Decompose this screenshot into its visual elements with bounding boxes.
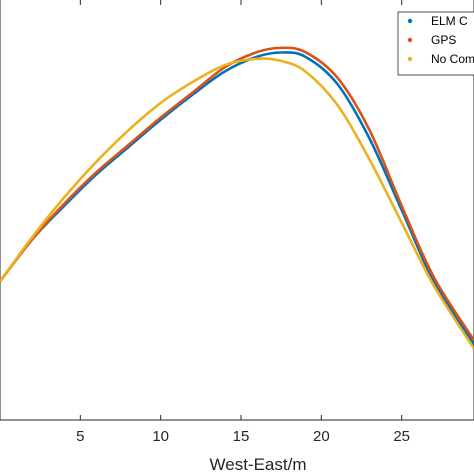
x-tick-label: 25	[393, 428, 410, 445]
x-axis: 5 10 15 20 25	[76, 0, 410, 445]
x-tick-label: 5	[76, 428, 84, 445]
series-line-2	[0, 46, 474, 341]
series-layer	[0, 46, 474, 350]
series-line-3	[0, 57, 474, 350]
legend: ELM C GPS No Com	[397, 11, 474, 76]
legend-marker-2	[407, 37, 413, 43]
legend-label-3: No Com	[431, 52, 474, 66]
legend-label-1: ELM C	[431, 14, 468, 28]
legend-label-2: GPS	[431, 33, 456, 47]
x-tick-label: 15	[233, 428, 250, 445]
legend-entries: ELM C GPS No Com	[407, 14, 474, 66]
x-axis-label: West-East/m	[210, 455, 307, 474]
legend-marker-1	[407, 18, 413, 24]
legend-marker-3	[407, 56, 413, 62]
x-tick-label: 20	[313, 428, 330, 445]
x-tick-label: 10	[152, 428, 169, 445]
